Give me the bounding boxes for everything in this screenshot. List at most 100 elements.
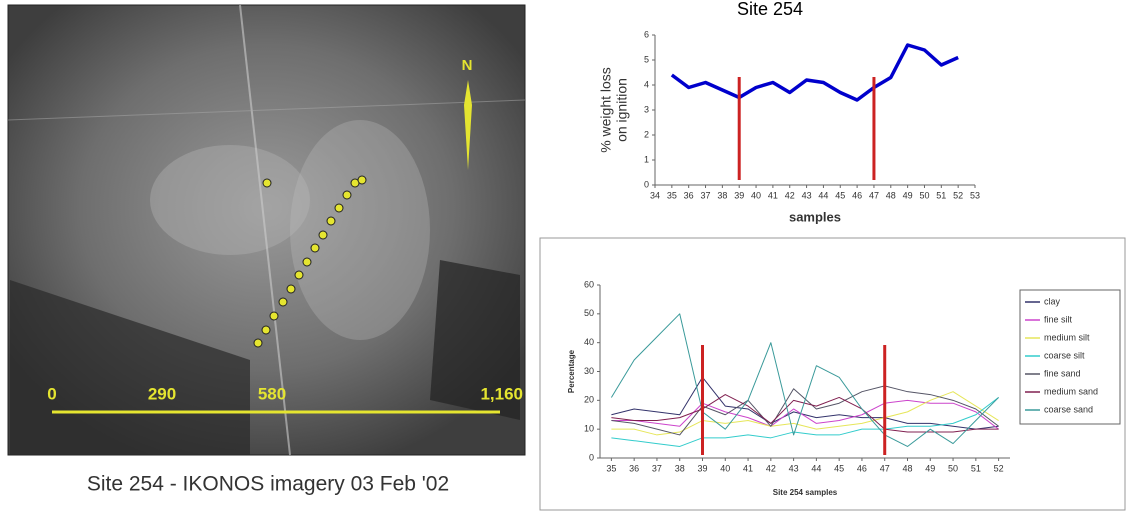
y-tick-label: 2 — [644, 129, 649, 139]
y-tick-label: 60 — [584, 279, 594, 289]
series-line — [611, 397, 999, 447]
y-axis-label: % weight loss — [598, 67, 614, 153]
x-tick-label: 48 — [902, 463, 912, 473]
legend-label: coarse sand — [1044, 404, 1093, 414]
x-tick-label: 51 — [971, 463, 981, 473]
x-tick-label: 43 — [789, 463, 799, 473]
road — [239, 4, 291, 456]
road — [7, 99, 526, 121]
x-tick-label: 39 — [734, 190, 744, 200]
x-tick-label: 46 — [857, 463, 867, 473]
y-tick-label: 0 — [644, 179, 649, 189]
y-tick-label: 3 — [644, 104, 649, 114]
legend-label: medium sand — [1044, 386, 1098, 396]
y-tick-label: 0 — [589, 452, 594, 462]
legend-box — [1019, 289, 1121, 425]
x-tick-label: 40 — [720, 463, 730, 473]
dark-fields — [430, 260, 520, 420]
x-tick-label: 38 — [675, 463, 685, 473]
x-tick-label: 50 — [948, 463, 958, 473]
x-tick-label: 44 — [811, 463, 821, 473]
sample-point — [342, 190, 352, 200]
sample-point — [302, 257, 312, 267]
y-tick-label: 6 — [644, 29, 649, 39]
sample-point — [278, 297, 288, 307]
sample-point — [261, 325, 271, 335]
image-caption: Site 254 - IKONOS imagery 03 Feb '02 — [87, 473, 449, 496]
series-line — [611, 385, 999, 436]
series-line — [670, 43, 959, 102]
x-tick-label: 42 — [785, 190, 795, 200]
y-tick-label: 5 — [644, 54, 649, 64]
x-tick-label: 35 — [667, 190, 677, 200]
x-tick-label: 37 — [701, 190, 711, 200]
legend-label: clay — [1044, 296, 1061, 306]
sample-point — [262, 178, 272, 188]
x-tick-label: 37 — [652, 463, 662, 473]
series-line — [610, 313, 999, 447]
field — [290, 120, 430, 340]
sample-point — [294, 270, 304, 280]
series-line — [611, 399, 999, 430]
x-tick-label: 39 — [697, 463, 707, 473]
scale-label: 1,160 — [480, 384, 523, 403]
legend-label: fine sand — [1044, 368, 1081, 378]
x-tick-label: 40 — [751, 190, 761, 200]
x-axis-label: Site 254 samples — [773, 488, 838, 497]
sample-point — [326, 216, 336, 226]
scale-label: 290 — [148, 384, 176, 403]
x-tick-label: 34 — [650, 190, 660, 200]
x-tick-label: 41 — [743, 463, 753, 473]
sample-point — [253, 338, 263, 348]
x-tick-label: 45 — [835, 190, 845, 200]
x-tick-label: 47 — [880, 463, 890, 473]
x-tick-label: 48 — [886, 190, 896, 200]
series-line — [611, 391, 999, 436]
sample-point — [357, 175, 367, 185]
sample-point — [318, 230, 328, 240]
x-axis-label: samples — [789, 209, 841, 224]
north-arrow — [464, 80, 472, 170]
field — [150, 145, 310, 255]
y-tick-label: 1 — [644, 154, 649, 164]
chart-frame — [539, 237, 1126, 511]
x-tick-label: 36 — [629, 463, 639, 473]
x-tick-label: 49 — [925, 463, 935, 473]
x-tick-label: 52 — [994, 463, 1004, 473]
x-tick-label: 38 — [717, 190, 727, 200]
scale-label: 0 — [47, 384, 56, 403]
sample-points — [253, 175, 367, 348]
legend-label: medium silt — [1044, 332, 1090, 342]
sample-point — [269, 311, 279, 321]
sample-point — [286, 284, 296, 294]
y-axis-label: Percentage — [567, 349, 576, 393]
x-tick-label: 44 — [818, 190, 828, 200]
x-tick-label: 49 — [903, 190, 913, 200]
x-tick-label: 51 — [936, 190, 946, 200]
x-tick-label: 47 — [869, 190, 879, 200]
chart-title: Site 254 — [737, 0, 803, 19]
satellite-image: N 0 290 580 1,160 — [7, 4, 526, 456]
legend-label: fine silt — [1044, 314, 1073, 324]
scale-label: 580 — [258, 384, 286, 403]
north-label: N — [462, 57, 473, 74]
x-tick-label: 53 — [970, 190, 980, 200]
x-tick-label: 45 — [834, 463, 844, 473]
series-line — [611, 376, 999, 430]
legend-label: coarse silt — [1044, 350, 1085, 360]
sample-point — [310, 243, 320, 253]
y-tick-label: 20 — [584, 395, 594, 405]
x-tick-label: 42 — [766, 463, 776, 473]
x-tick-label: 50 — [919, 190, 929, 200]
y-tick-label: 10 — [584, 424, 594, 434]
x-tick-label: 43 — [802, 190, 812, 200]
x-tick-label: 46 — [852, 190, 862, 200]
x-tick-label: 52 — [953, 190, 963, 200]
y-tick-label: 4 — [644, 79, 649, 89]
y-tick-label: 30 — [584, 366, 594, 376]
sample-point — [334, 203, 344, 213]
x-tick-label: 35 — [606, 463, 616, 473]
x-tick-label: 36 — [684, 190, 694, 200]
y-axis-label: on ignition — [614, 78, 630, 142]
